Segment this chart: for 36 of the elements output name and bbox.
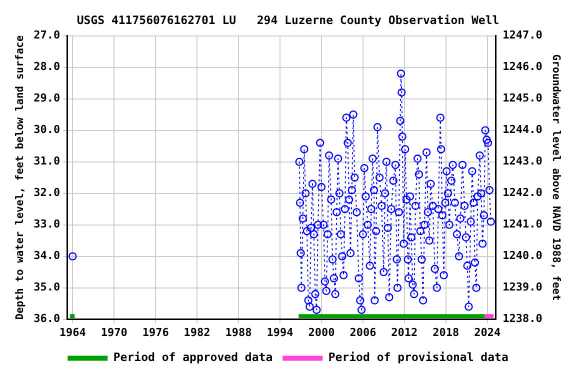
y2-tick-label: 1241.0 [502, 218, 542, 231]
y-tick-label: 27.0 [34, 28, 60, 42]
y-tick-label: 28.0 [34, 60, 60, 74]
legend-label: Period of approved data [113, 350, 273, 364]
y-tick-label: 34.0 [34, 249, 60, 262]
x-tick-label: 1976 [142, 326, 170, 339]
y2-tick-label: 1246.0 [502, 60, 542, 74]
x-tick-label: 2024 [474, 326, 501, 339]
x-tick-label: 2018 [432, 326, 460, 339]
y2-tick-label: 1247.0 [502, 28, 542, 42]
y-tick-label: 32.0 [34, 186, 60, 200]
y2-tick-label: 1239.0 [502, 280, 542, 294]
y-axis-title: Depth to water level, feet below land surface [14, 35, 26, 320]
legend-label: Period of provisional data [328, 350, 508, 364]
x-tick-label: 2012 [391, 326, 418, 339]
x-tick-label: 1982 [184, 326, 210, 339]
y2-tick-label: 1240.0 [502, 249, 542, 262]
y2-tick-label: 1242.0 [502, 186, 542, 200]
chart-title: USGS 411756076162701 LU 294 Luzerne County Observation Well [76, 12, 500, 27]
y2-tick-label: 1245.0 [502, 92, 542, 105]
x-tick-label: 1988 [225, 326, 252, 339]
y-tick-label: 30.0 [34, 123, 60, 136]
x-tick-label: 1994 [266, 326, 294, 339]
y-tick-label: 36.0 [34, 312, 60, 326]
x-tick-label: 1970 [100, 326, 128, 339]
y2-axis-title: Groundwater level above NAVD 1988, feet [550, 54, 562, 301]
y2-tick-label: 1244.0 [502, 123, 542, 136]
x-tick-label: 1964 [59, 326, 86, 339]
y-tick-label: 31.0 [34, 154, 60, 168]
x-tick-label: 2000 [308, 326, 335, 339]
y2-tick-label: 1243.0 [502, 154, 542, 168]
y-tick-label: 35.0 [34, 280, 60, 294]
y-tick-label: 29.0 [34, 92, 60, 105]
x-tick-label: 2006 [350, 326, 377, 339]
y-tick-label: 33.0 [34, 218, 60, 231]
y2-tick-label: 1238.0 [502, 312, 542, 326]
